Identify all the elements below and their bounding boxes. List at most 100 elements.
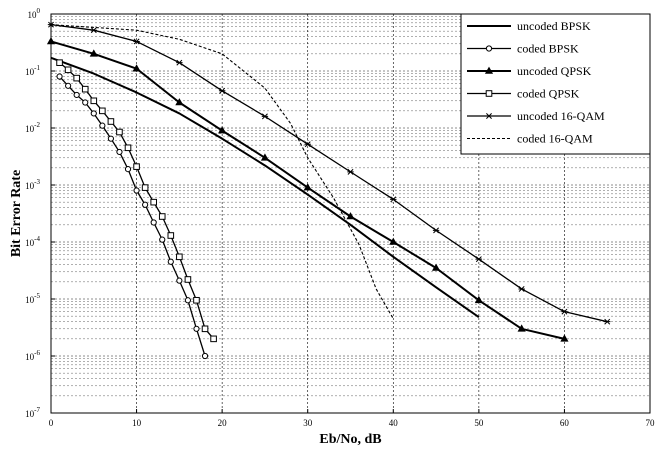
square-marker	[158, 213, 166, 220]
square-marker	[167, 232, 175, 239]
circle-marker	[201, 352, 209, 360]
x-tick-label: 0	[49, 418, 54, 428]
circle-marker	[65, 82, 72, 89]
triangle-marker	[346, 212, 355, 220]
circle-marker	[82, 99, 89, 106]
triangle-marker	[89, 49, 98, 57]
y-tick-label: 10-3	[25, 178, 40, 191]
square-marker	[150, 198, 157, 206]
y-tick-label: 10-4	[25, 235, 40, 248]
y-tick-exponent: -7	[34, 406, 40, 414]
y-tick-label: 10-6	[25, 349, 40, 362]
triangle-marker	[389, 237, 398, 245]
square-marker	[201, 325, 209, 333]
circle-marker	[116, 148, 123, 156]
square-marker	[184, 276, 192, 283]
series-uncoded-bpsk	[50, 56, 480, 318]
triangle-marker	[175, 98, 184, 106]
star-marker	[604, 318, 611, 325]
legend-label: uncoded QPSK	[517, 64, 592, 78]
square-marker	[73, 74, 80, 82]
circle-marker	[142, 201, 149, 208]
star-marker	[176, 59, 183, 66]
legend-item: coded BPSK	[467, 42, 579, 56]
square-marker	[133, 163, 140, 170]
square-marker	[99, 107, 106, 115]
circle-marker	[107, 135, 115, 142]
y-tick-base: 10	[25, 409, 35, 419]
circle-marker	[167, 258, 174, 265]
circle-marker	[176, 277, 183, 284]
y-tick-base: 10	[25, 238, 35, 248]
y-tick-exponent: -6	[34, 349, 40, 357]
triangle-marker	[132, 64, 141, 72]
axis-ticks: 0 10 20 30 40 50 60 7010010-110-210-310-410-510…	[25, 7, 655, 428]
y-tick-label: 10-2	[25, 121, 40, 134]
circle-marker	[159, 236, 166, 243]
circle-marker	[485, 45, 493, 52]
triangle-marker	[303, 183, 312, 191]
star-marker	[90, 27, 97, 34]
x-tick-label: 20	[218, 418, 228, 428]
y-tick-exponent: -1	[34, 64, 40, 72]
square-marker	[90, 97, 98, 105]
y-tick-exponent: -3	[34, 178, 40, 186]
y-tick-label: 100	[28, 7, 41, 20]
legend-label: uncoded 16-QAM	[517, 109, 605, 123]
legend-label: uncoded BPSK	[517, 19, 591, 33]
legend-label: coded QPSK	[517, 87, 580, 101]
star-marker	[133, 38, 140, 45]
circle-marker	[90, 110, 97, 117]
y-tick-base: 10	[25, 352, 35, 362]
legend-label: coded 16-QAM	[517, 132, 593, 146]
circle-marker	[124, 166, 132, 173]
triangle-marker	[46, 37, 56, 45]
y-tick-label: 10-1	[25, 64, 40, 77]
grid-lines	[51, 14, 650, 413]
square-marker	[176, 253, 183, 261]
y-tick-base: 10	[25, 67, 35, 77]
series-uncoded-qpsk	[46, 37, 569, 342]
y-axis-label: Bit Error Rate	[9, 170, 24, 257]
star-marker	[432, 227, 440, 234]
star-marker	[390, 196, 397, 203]
triangle-marker	[484, 66, 494, 74]
star-marker	[518, 286, 525, 292]
y-tick-exponent: -2	[34, 121, 40, 129]
legend: uncoded BPSK coded BPSK uncoded QPSK coded …	[460, 13, 651, 155]
triangle-marker	[517, 324, 526, 332]
legend-item: coded 16-QAM	[467, 132, 593, 146]
triangle-marker	[218, 126, 227, 134]
circle-marker	[193, 325, 200, 332]
y-tick-label: 10-5	[25, 292, 40, 305]
star-marker	[218, 87, 226, 94]
y-tick-exponent: -5	[34, 292, 40, 300]
x-axis-label: Eb/No, dB	[319, 432, 381, 447]
triangle-marker	[431, 263, 441, 271]
triangle-marker	[474, 295, 483, 304]
square-marker	[116, 128, 123, 136]
series-coded-qpsk	[56, 59, 217, 343]
circle-marker	[150, 219, 157, 226]
series-line	[50, 56, 480, 318]
legend-box	[460, 13, 651, 155]
legend-label: coded BPSK	[517, 42, 579, 56]
star-marker	[261, 113, 269, 120]
legend-item: uncoded 16-QAM	[467, 109, 605, 123]
y-tick-label: 10-7	[25, 406, 40, 419]
legend-item: uncoded BPSK	[467, 19, 591, 33]
x-tick-label: 60	[560, 418, 570, 428]
circle-marker	[99, 122, 106, 129]
x-tick-label: 30	[303, 418, 313, 428]
triangle-marker	[560, 334, 569, 342]
circle-marker	[73, 91, 80, 99]
square-marker	[485, 90, 493, 97]
y-tick-base: 10	[28, 10, 38, 20]
star-marker	[561, 308, 568, 315]
y-tick-base: 10	[25, 181, 35, 191]
x-tick-label: 40	[389, 418, 399, 428]
legend-item: uncoded QPSK	[467, 64, 592, 78]
plot-frame	[50, 13, 651, 414]
x-tick-label: 70	[646, 418, 656, 428]
